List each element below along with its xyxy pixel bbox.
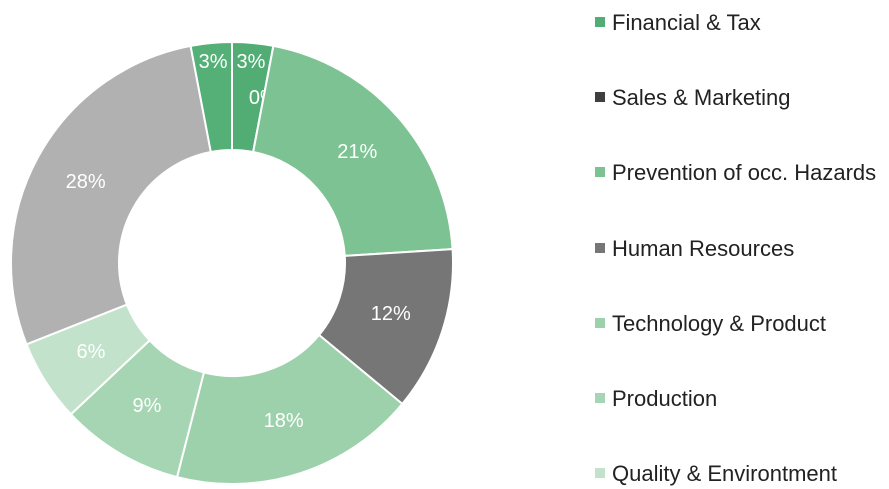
- data-label: 6%: [77, 341, 106, 363]
- data-label: 3%: [236, 51, 265, 73]
- slice: [10, 44, 212, 346]
- data-label: 18%: [264, 410, 304, 432]
- legend-item: Sales & Marketing: [595, 82, 885, 113]
- legend-label: Quality & Environtment: [612, 461, 837, 487]
- legend-swatch: [595, 393, 605, 403]
- legend-label: Sales & Marketing: [612, 85, 791, 111]
- legend-item: Financial & Tax: [595, 7, 885, 38]
- legend-item: Production: [595, 383, 885, 414]
- legend-label: Prevention of occ. Hazards: [612, 160, 877, 186]
- legend-swatch: [595, 92, 605, 103]
- data-label: 28%: [66, 171, 106, 193]
- slice: [189, 40, 233, 154]
- legend-label: Financial & Tax: [612, 10, 761, 35]
- legend-swatch: [595, 167, 605, 178]
- data-label: 3%: [199, 51, 228, 73]
- chart: 3%0%21%12%18%9%6%28%3%: [10, 40, 454, 485]
- legend-label: Production: [612, 386, 718, 411]
- legend-item: Prevention of occ. Hazards: [595, 157, 885, 188]
- legend-item: Quality & Environtment: [595, 458, 885, 489]
- data-label: 12%: [371, 303, 411, 325]
- data-label: 21%: [337, 141, 377, 163]
- legend-swatch: [595, 317, 605, 328]
- legend-label: Human Resources: [612, 235, 795, 261]
- legend-item: Technology & Product: [595, 308, 885, 339]
- slice: [252, 44, 454, 257]
- legend-swatch: [595, 468, 605, 479]
- legend-swatch: [595, 17, 605, 27]
- legend-swatch: [595, 242, 605, 253]
- legend-item: Human Resources: [595, 233, 885, 264]
- slice: [175, 333, 404, 485]
- data-label: 9%: [133, 395, 162, 417]
- legend-label: Technology & Product: [612, 310, 827, 336]
